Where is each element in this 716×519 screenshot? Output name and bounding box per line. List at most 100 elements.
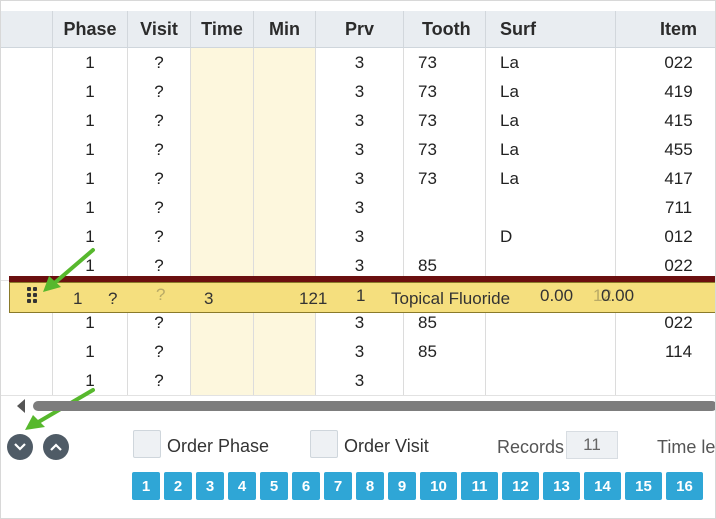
cell-tooth[interactable] — [404, 222, 486, 251]
cell-tooth[interactable]: 73 — [404, 164, 486, 193]
cell-empty[interactable] — [1, 48, 53, 77]
cell-empty[interactable] — [254, 135, 316, 164]
cell-visit[interactable]: ? — [128, 366, 191, 395]
cell-item[interactable]: 455 — [616, 135, 715, 164]
cell-surf[interactable]: La — [486, 77, 616, 106]
cell-visit[interactable]: ? — [128, 106, 191, 135]
cell-empty[interactable] — [191, 106, 254, 135]
move-down-button[interactable] — [7, 434, 33, 460]
move-up-button[interactable] — [43, 434, 69, 460]
cell-prv[interactable]: 3 — [316, 308, 404, 337]
cell-prv[interactable]: 3 — [316, 106, 404, 135]
cell-tooth[interactable]: 73 — [404, 135, 486, 164]
cell-empty[interactable] — [191, 337, 254, 366]
cell-item[interactable]: 012 — [616, 222, 715, 251]
cell-item[interactable]: 114 — [616, 337, 715, 366]
cell-empty[interactable] — [1, 366, 53, 395]
page-button[interactable]: 12 — [502, 472, 539, 500]
cell-tooth[interactable]: 85 — [404, 251, 486, 280]
header-phase[interactable]: Phase — [53, 11, 128, 47]
page-button[interactable]: 14 — [584, 472, 621, 500]
cell-empty[interactable] — [1, 308, 53, 337]
cell-prv[interactable]: 3 — [316, 222, 404, 251]
table-row[interactable]: 1? 3 D 012 — [1, 222, 715, 252]
cell-empty[interactable] — [1, 135, 53, 164]
table-row[interactable]: 1? 3 73 La 022 — [1, 48, 715, 78]
cell-empty[interactable] — [254, 106, 316, 135]
cell-visit[interactable]: ? — [128, 193, 191, 222]
cell-empty[interactable] — [254, 337, 316, 366]
cell-item[interactable]: 022 — [616, 308, 715, 337]
table-row[interactable]: 1? 3 73 La 417 — [1, 164, 715, 194]
cell-empty[interactable] — [1, 251, 53, 280]
page-button[interactable]: 4 — [228, 472, 256, 500]
header-time[interactable]: Time — [191, 11, 254, 47]
cell-phase[interactable]: 1 — [53, 106, 128, 135]
dragged-row[interactable]: 1 ? ? 3 121 1 Topical Fluoride 0.00 12 0… — [9, 282, 715, 313]
header-item[interactable]: Item — [616, 11, 715, 47]
cell-phase[interactable]: 1 — [53, 366, 128, 395]
cell-surf[interactable] — [486, 251, 616, 280]
cell-prv[interactable]: 3 — [316, 337, 404, 366]
cell-phase[interactable]: 1 — [53, 251, 128, 280]
cell-empty[interactable] — [1, 77, 53, 106]
page-button[interactable]: 8 — [356, 472, 384, 500]
cell-visit[interactable]: ? — [128, 164, 191, 193]
cell-surf[interactable] — [486, 308, 616, 337]
cell-empty[interactable] — [191, 251, 254, 280]
table-row[interactable]: 1? 3 73 La 455 — [1, 135, 715, 165]
cell-visit[interactable]: ? — [128, 77, 191, 106]
header-surf[interactable]: Surf — [486, 11, 616, 47]
cell-phase[interactable]: 1 — [53, 164, 128, 193]
cell-empty[interactable] — [1, 222, 53, 251]
header-prv[interactable]: Prv — [316, 11, 404, 47]
cell-item[interactable]: 022 — [616, 48, 715, 77]
cell-empty[interactable] — [191, 48, 254, 77]
cell-empty[interactable] — [254, 164, 316, 193]
cell-surf[interactable]: La — [486, 135, 616, 164]
cell-surf[interactable] — [486, 193, 616, 222]
cell-empty[interactable] — [191, 193, 254, 222]
cell-visit[interactable]: ? — [128, 135, 191, 164]
table-row[interactable]: 1? 3 — [1, 366, 715, 396]
cell-empty[interactable] — [1, 193, 53, 222]
cell-empty[interactable] — [1, 164, 53, 193]
page-button[interactable]: 2 — [164, 472, 192, 500]
cell-phase[interactable]: 1 — [53, 77, 128, 106]
cell-empty[interactable] — [254, 77, 316, 106]
cell-prv[interactable]: 3 — [316, 48, 404, 77]
cell-visit[interactable]: ? — [128, 308, 191, 337]
header-min[interactable]: Min — [254, 11, 316, 47]
cell-empty[interactable] — [191, 366, 254, 395]
cell-tooth[interactable]: 85 — [404, 308, 486, 337]
drag-handle-icon[interactable] — [27, 287, 41, 305]
header-tooth[interactable]: Tooth — [404, 11, 486, 47]
cell-item[interactable]: 417 — [616, 164, 715, 193]
page-button[interactable]: 9 — [388, 472, 416, 500]
cell-prv[interactable]: 3 — [316, 164, 404, 193]
cell-phase[interactable]: 1 — [53, 308, 128, 337]
cell-prv[interactable]: 3 — [316, 135, 404, 164]
cell-phase[interactable]: 1 — [53, 193, 128, 222]
cell-tooth[interactable] — [404, 366, 486, 395]
cell-visit[interactable]: ? — [128, 222, 191, 251]
cell-surf[interactable] — [486, 366, 616, 395]
cell-surf[interactable]: La — [486, 106, 616, 135]
cell-empty[interactable] — [254, 366, 316, 395]
cell-empty[interactable] — [191, 135, 254, 164]
page-button[interactable]: 10 — [420, 472, 457, 500]
cell-visit[interactable]: ? — [128, 337, 191, 366]
cell-item[interactable]: 415 — [616, 106, 715, 135]
cell-empty[interactable] — [254, 222, 316, 251]
cell-empty[interactable] — [1, 337, 53, 366]
table-row[interactable]: 1? 3 73 La 419 — [1, 77, 715, 107]
cell-surf[interactable] — [486, 337, 616, 366]
scroll-left-arrow-icon[interactable] — [17, 399, 25, 413]
table-row[interactable]: 1? 3 85 114 — [1, 337, 715, 367]
page-button[interactable]: 13 — [543, 472, 580, 500]
page-button[interactable]: 1 — [132, 472, 160, 500]
horizontal-scrollbar[interactable] — [33, 401, 715, 411]
cell-tooth[interactable] — [404, 193, 486, 222]
order-phase-checkbox[interactable] — [133, 430, 161, 458]
cell-tooth[interactable]: 73 — [404, 77, 486, 106]
